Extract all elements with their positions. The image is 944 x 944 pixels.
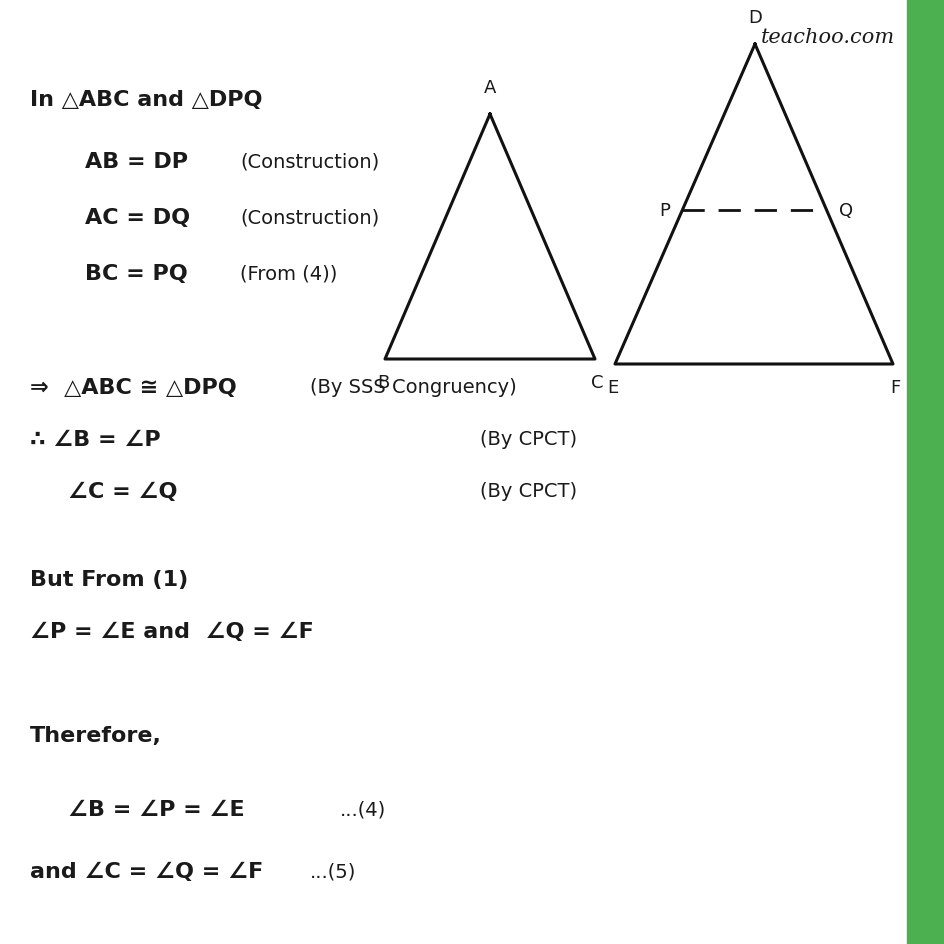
Text: P: P <box>659 202 669 220</box>
Text: (Construction): (Construction) <box>240 208 379 227</box>
Text: AB = DP: AB = DP <box>85 152 188 172</box>
Text: ∴ ∠B = ∠P: ∴ ∠B = ∠P <box>30 430 160 449</box>
Text: (By CPCT): (By CPCT) <box>480 430 577 448</box>
Text: teachoo.com: teachoo.com <box>760 28 894 47</box>
Text: B: B <box>377 374 389 392</box>
Bar <box>906 0 944 944</box>
Text: ∠P = ∠E and  ∠Q = ∠F: ∠P = ∠E and ∠Q = ∠F <box>30 621 313 641</box>
Text: AC = DQ: AC = DQ <box>85 208 190 228</box>
Text: In △ABC and △DPQ: In △ABC and △DPQ <box>30 90 262 110</box>
Text: and ∠C = ∠Q = ∠F: and ∠C = ∠Q = ∠F <box>30 861 263 881</box>
Text: D: D <box>748 9 761 27</box>
Text: E: E <box>607 379 618 396</box>
Text: Q: Q <box>838 202 852 220</box>
Text: ∠C = ∠Q: ∠C = ∠Q <box>68 481 177 501</box>
Text: A: A <box>483 79 496 97</box>
Text: But From (1): But From (1) <box>30 569 188 589</box>
Text: (Construction): (Construction) <box>240 152 379 171</box>
Text: F: F <box>889 379 900 396</box>
Text: (By CPCT): (By CPCT) <box>480 481 577 500</box>
Text: (From (4)): (From (4)) <box>240 263 337 282</box>
Text: ⇒  △ABC ≅ △DPQ: ⇒ △ABC ≅ △DPQ <box>30 378 237 397</box>
Text: ...(4): ...(4) <box>340 800 386 818</box>
Text: (By SSS Congruency): (By SSS Congruency) <box>310 378 516 396</box>
Text: ∠B = ∠P = ∠E: ∠B = ∠P = ∠E <box>68 800 244 819</box>
Text: Therefore,: Therefore, <box>30 725 161 745</box>
Text: BC = PQ: BC = PQ <box>85 263 188 284</box>
Text: ...(5): ...(5) <box>310 861 356 880</box>
Text: C: C <box>590 374 602 392</box>
